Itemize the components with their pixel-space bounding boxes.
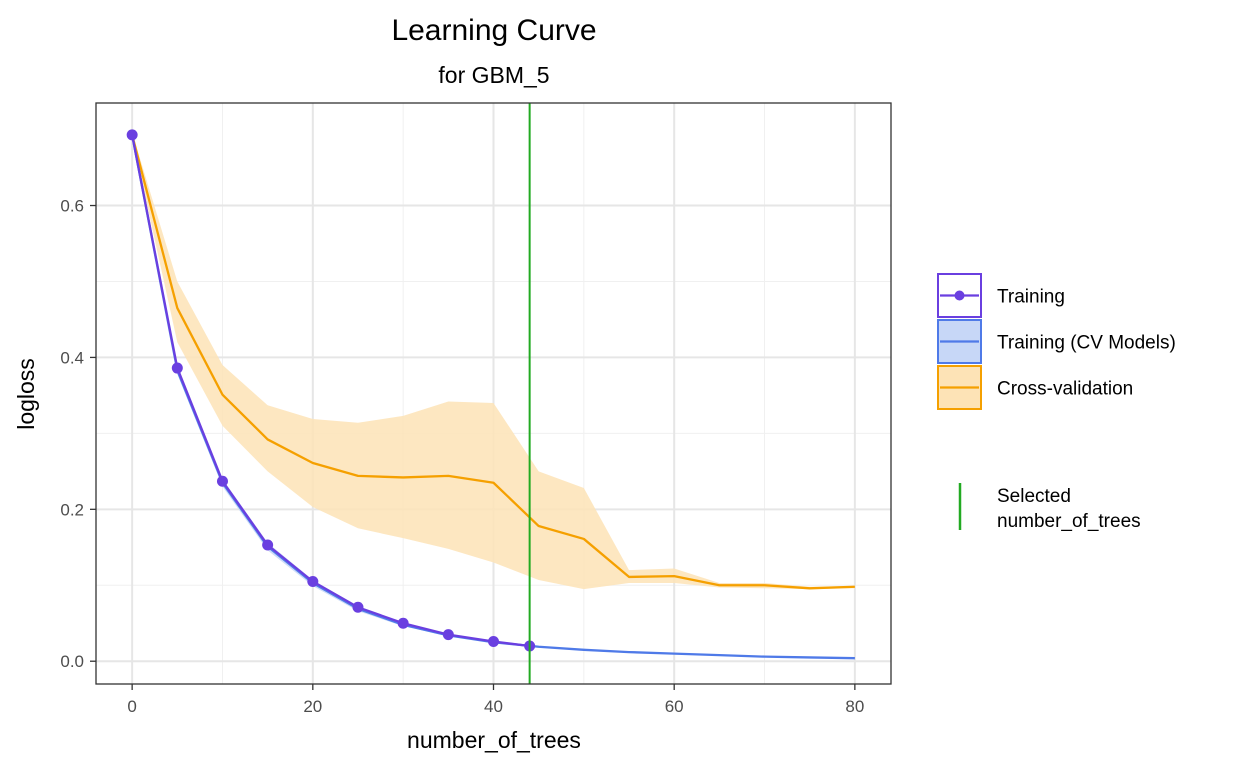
legend-key-point-0 — [954, 290, 965, 301]
y-axis-ticks: 0.0 0.2 0.4 0.6 — [60, 197, 96, 671]
point-0 — [397, 617, 409, 629]
point-0 — [171, 362, 183, 374]
x-tick-label: 60 — [665, 697, 684, 716]
point-0 — [352, 601, 364, 613]
y-tick-label: 0.0 — [60, 652, 84, 671]
x-tick-label: 20 — [303, 697, 322, 716]
series-points — [126, 129, 536, 652]
x-tick-label: 0 — [127, 697, 136, 716]
point-0 — [126, 129, 138, 141]
x-tick-label: 80 — [845, 697, 864, 716]
x-axis-title: number_of_trees — [407, 727, 581, 753]
x-tick-label: 40 — [484, 697, 503, 716]
x-axis-ticks: 0 20 40 60 80 — [127, 684, 864, 716]
line-2 — [131, 134, 855, 590]
band-2 — [132, 132, 855, 590]
point-0 — [307, 575, 319, 587]
y-tick-label: 0.6 — [60, 197, 84, 216]
point-0 — [216, 475, 228, 487]
y-tick-label: 0.2 — [60, 500, 84, 519]
chart-subtitle: for GBM_5 — [438, 62, 549, 88]
legend-selected-label-line2: number_of_trees — [997, 511, 1141, 532]
confidence-bands — [132, 132, 855, 659]
legend: Training Training (CV Models) Cross-valida… — [937, 273, 1176, 532]
legend-label-1: Training (CV Models) — [997, 333, 1176, 354]
point-0 — [488, 635, 499, 647]
legend-label-0: Training — [997, 287, 1065, 308]
line-0 — [131, 134, 530, 648]
y-tick-label: 0.4 — [60, 348, 84, 367]
legend-label-2: Cross-validation — [997, 379, 1133, 400]
y-axis-title: logloss — [13, 358, 39, 430]
legend-selected-label-line1: Selected — [997, 486, 1071, 507]
point-0 — [442, 629, 454, 641]
chart-title: Learning Curve — [391, 14, 596, 47]
point-0 — [262, 539, 274, 551]
